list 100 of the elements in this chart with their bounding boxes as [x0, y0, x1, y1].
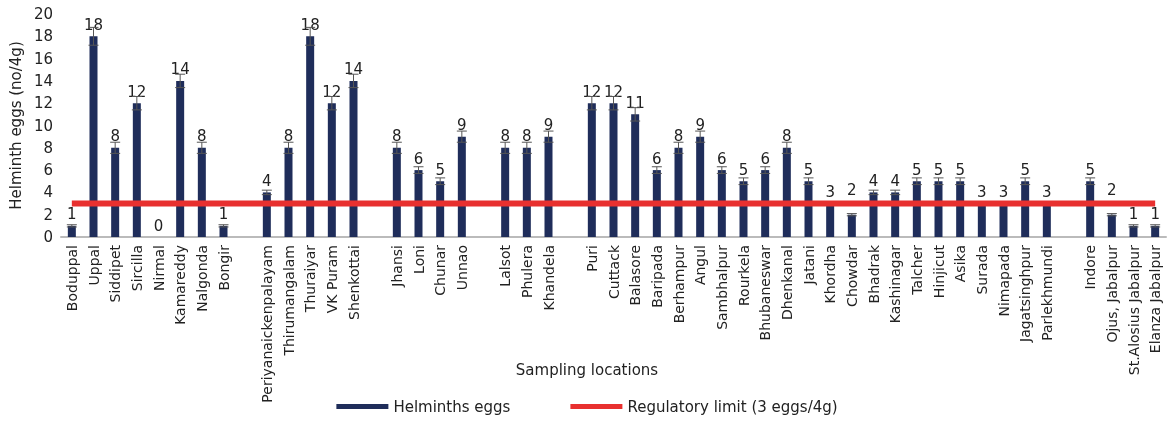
x-tick-label: Asika — [952, 245, 969, 283]
data-label: 8 — [283, 127, 294, 146]
x-tick-label: Chowdar — [843, 244, 860, 307]
data-label: 1 — [67, 205, 77, 224]
data-label: 5 — [738, 160, 749, 179]
x-tick-label: St.Alosius Jabalpur — [1125, 244, 1142, 376]
x-tick-label: Kamareddy — [172, 245, 189, 325]
x-tick-label: Uppal — [85, 245, 102, 286]
y-tick-label: 12 — [33, 94, 53, 113]
x-tick-label: Puri — [583, 245, 600, 272]
x-tick-label: VK Puram — [323, 245, 340, 314]
data-label: 2 — [847, 181, 857, 200]
data-label: 2 — [1107, 181, 1117, 200]
data-label: 3 — [825, 183, 835, 202]
y-tick-label: 10 — [33, 116, 53, 135]
x-axis-title: Sampling locations — [515, 360, 659, 379]
data-label: 14 — [343, 60, 364, 79]
x-tick-label: Sambhalpur — [713, 244, 730, 330]
y-axis-title: Helminth eggs (no/4g) — [6, 41, 25, 210]
x-tick-label: Jhansi — [388, 245, 405, 288]
x-tick-label: Chunar — [432, 244, 449, 296]
x-tick-label: Loni — [410, 245, 427, 274]
data-label: 14 — [170, 60, 190, 79]
y-tick-label: 18 — [33, 27, 53, 46]
x-tick-label: Cuttack — [605, 244, 622, 300]
data-label: 5 — [435, 160, 445, 179]
x-tick-label: Ojus, Jabalpur — [1103, 244, 1120, 343]
data-label: 0 — [153, 216, 164, 235]
x-tick-label: Kashinagar — [887, 244, 904, 324]
data-label: 5 — [955, 160, 965, 179]
x-tick-label: Lalsot — [497, 244, 514, 287]
x-tick-label: Rourkela — [735, 245, 752, 306]
data-label: 8 — [522, 127, 532, 146]
data-label: 1 — [218, 205, 229, 224]
x-tick-label: Bhubaneswar — [757, 244, 774, 341]
data-label: 8 — [782, 127, 792, 146]
data-label: 5 — [1020, 160, 1030, 179]
x-tick-label: Boduppal — [63, 245, 80, 312]
data-label: 1 — [1128, 205, 1139, 224]
data-label: 8 — [197, 127, 207, 146]
legend-label: Regulatory limit (3 eggs/4g) — [627, 397, 838, 416]
data-label: 5 — [912, 160, 922, 179]
x-tick-label: Elanza Jabalpur — [1147, 244, 1164, 354]
data-label: 5 — [1085, 160, 1095, 179]
x-tick-label: Balasore — [627, 245, 644, 306]
x-tick-label: Nirmal — [150, 245, 167, 291]
data-label: 8 — [500, 127, 510, 146]
data-label: 5 — [933, 160, 944, 179]
data-label: 4 — [262, 171, 272, 190]
x-tick-label: Bhadrak — [865, 244, 882, 304]
y-tick-label: 8 — [43, 138, 53, 157]
data-label: 6 — [717, 149, 727, 168]
x-tick-label: Jagatsinghpur — [1017, 244, 1034, 343]
x-tick-label: Indore — [1082, 245, 1099, 290]
x-tick-label: Sircilla — [128, 245, 145, 292]
x-tick-label: Nimapada — [995, 245, 1012, 317]
data-label: 8 — [673, 127, 684, 146]
x-tick-label: Surada — [973, 245, 990, 295]
x-tick-label: Bongir — [215, 244, 232, 291]
y-tick-label: 20 — [33, 5, 53, 23]
data-label: 8 — [110, 127, 120, 146]
x-tick-label: Thuraiyar — [302, 244, 319, 314]
data-label: 3 — [977, 183, 987, 202]
x-tick-label: Hinjicut — [930, 244, 947, 299]
data-label: 18 — [83, 15, 104, 34]
x-tick-label: Nalgonda — [193, 245, 210, 312]
data-label: 11 — [625, 93, 645, 112]
y-tick-label: 0 — [43, 228, 53, 246]
x-tick-label: Khordha — [822, 245, 839, 304]
data-label: 3 — [1042, 183, 1052, 202]
legend-label: Helminths eggs — [393, 397, 511, 416]
x-tick-label: Parlekhmundi — [1038, 245, 1055, 341]
x-tick-label: Shenkottai — [345, 245, 362, 320]
y-tick-label: 14 — [33, 71, 53, 90]
data-label: 6 — [760, 149, 770, 168]
data-label: 6 — [413, 149, 424, 168]
x-tick-label: Baripada — [648, 245, 665, 308]
x-tick-label: Thirumangalam — [280, 245, 297, 357]
data-label: 9 — [457, 116, 467, 135]
data-label: 9 — [543, 116, 554, 135]
data-label: 1 — [1150, 205, 1160, 224]
y-tick-label: 2 — [43, 205, 53, 224]
data-label: 4 — [868, 171, 879, 190]
data-label: 3 — [998, 183, 1009, 202]
data-label: 18 — [300, 15, 320, 34]
y-tick-label: 6 — [43, 161, 53, 180]
data-label: 6 — [652, 149, 662, 168]
data-label: 4 — [890, 171, 900, 190]
x-tick-label: Jatani — [800, 245, 817, 286]
x-tick-label: Dhenkanal — [778, 245, 795, 320]
data-label: 8 — [392, 127, 402, 146]
y-tick-label: 4 — [43, 183, 53, 202]
x-tick-label: Angul — [692, 245, 709, 286]
x-tick-label: Unnao — [453, 245, 470, 291]
y-tick-label: 16 — [33, 49, 53, 68]
x-tick-label: Periyanaickenpalayam — [258, 245, 275, 403]
x-tick-label: Phulera — [518, 245, 535, 299]
x-tick-label: Siddipet — [107, 244, 124, 303]
x-tick-label: Talcher — [908, 244, 925, 296]
data-label: 9 — [695, 116, 705, 135]
